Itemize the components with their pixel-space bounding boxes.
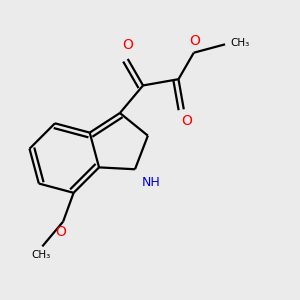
Text: NH: NH [142,176,160,189]
Text: O: O [55,225,66,239]
Text: O: O [182,114,193,128]
Text: O: O [189,34,200,48]
Text: O: O [122,38,133,52]
Text: CH₃: CH₃ [31,250,50,260]
Text: CH₃: CH₃ [230,38,249,48]
